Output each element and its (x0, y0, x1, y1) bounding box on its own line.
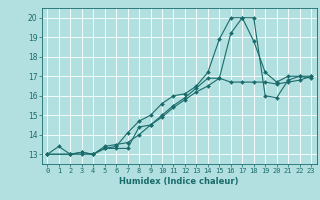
X-axis label: Humidex (Indice chaleur): Humidex (Indice chaleur) (119, 177, 239, 186)
